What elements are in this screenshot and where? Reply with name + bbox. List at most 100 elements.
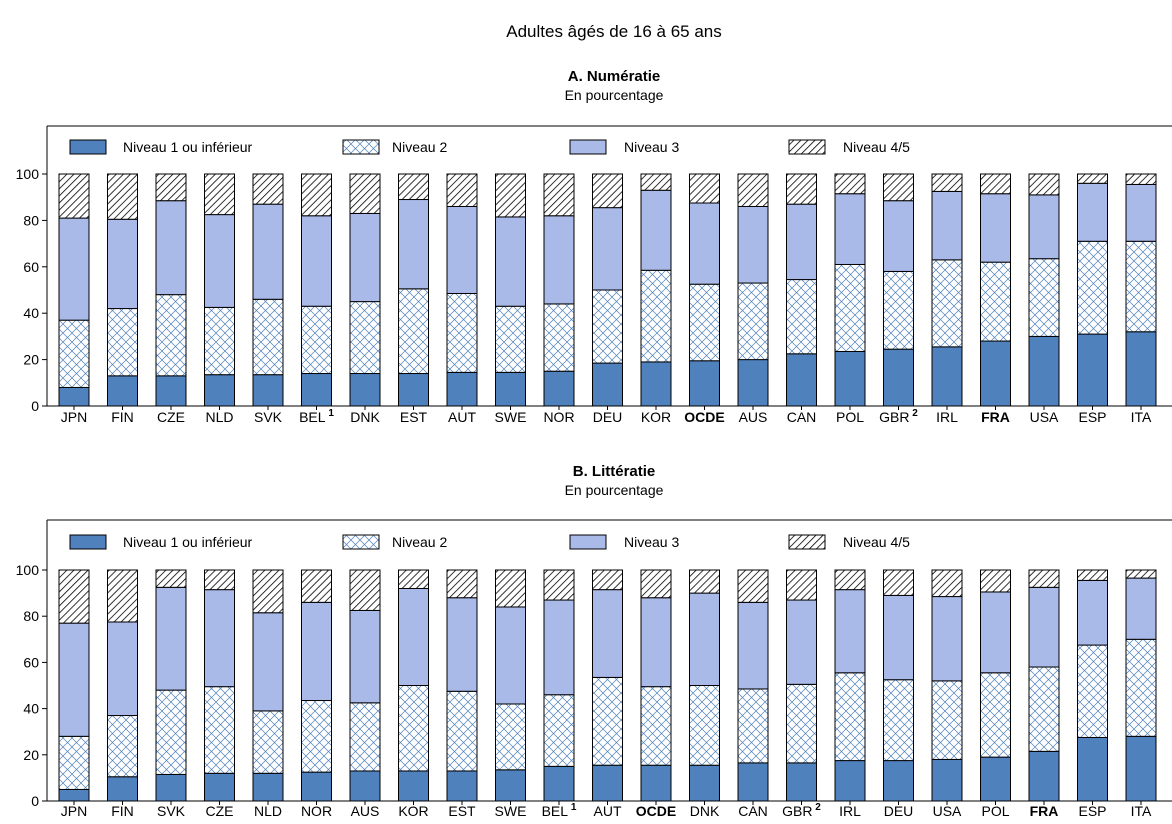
bar-segment-4: [58, 173, 90, 219]
bar-segment-3: [155, 200, 187, 296]
bar-segment-1: [931, 758, 963, 802]
bar-segment-2: [543, 303, 575, 372]
bar-segment-3: [737, 205, 769, 284]
bar-segment-3: [689, 202, 720, 285]
x-tick-label: POL: [981, 803, 1009, 819]
bar-segment-2: [689, 685, 720, 766]
x-tick-label: CAN: [738, 803, 768, 819]
bar-segment-2: [980, 261, 1011, 342]
bar-segment-3: [204, 589, 235, 688]
bar-segment-2: [204, 306, 235, 376]
bar-segment-3: [107, 621, 138, 717]
legend-swatch-3: [569, 139, 607, 155]
bar-segment-2: [1077, 644, 1108, 738]
bar-segment-3: [1028, 194, 1060, 260]
x-tick-note: 1: [568, 802, 577, 813]
bar-segment-1: [349, 770, 381, 802]
supertitle: Adultes âgés de 16 à 65 ans: [506, 22, 722, 41]
x-tick-label: IRL: [839, 803, 861, 819]
bar-segment-1: [1028, 335, 1060, 407]
bar-segment-1: [398, 770, 429, 802]
y-tick-label: 0: [31, 793, 39, 809]
x-tick-label: SWE: [495, 803, 527, 819]
bar-segment-3: [301, 601, 332, 702]
bar-segment-3: [592, 589, 623, 678]
x-tick-label: AUT: [448, 409, 476, 425]
chart-panels: A. Numératie En pourcentage Niveau 1 ou in…: [16, 68, 1172, 819]
bar-segment-4: [252, 173, 284, 205]
bar-segment-3: [1125, 577, 1157, 640]
y-tick-label: 60: [23, 259, 39, 275]
bar-segment-4: [689, 569, 720, 594]
bar-segment-1: [349, 373, 381, 407]
bar-segment-3: [640, 597, 672, 688]
bar-segment-2: [737, 282, 769, 361]
bar-segment-4: [1028, 173, 1060, 196]
bar-segment-1: [689, 360, 720, 407]
legend-swatch-2: [342, 139, 380, 155]
bar-segment-1: [543, 370, 575, 407]
bar-segment-4: [980, 569, 1011, 593]
y-tick-label: 60: [23, 654, 39, 670]
legend-label-2: Niveau 2: [392, 139, 447, 155]
bar-segment-1: [543, 765, 575, 802]
bar-segment-2: [1125, 638, 1157, 737]
x-tick-label: OCDE: [684, 409, 724, 425]
bar-segment-2: [155, 294, 187, 377]
bar-segment-3: [204, 214, 235, 308]
bar-segment-4: [640, 569, 672, 599]
bar-segment-1: [155, 375, 187, 407]
bar-segment-1: [931, 346, 963, 407]
bar-segment-4: [204, 173, 235, 216]
bar-segment-4: [689, 173, 720, 204]
x-tick-label: NOR: [543, 409, 574, 425]
bar-segment-4: [834, 173, 866, 195]
bar-segment-4: [398, 173, 429, 201]
bar-segment-1: [446, 371, 478, 407]
bar-segment-2: [737, 688, 769, 764]
bar-segment-4: [301, 569, 332, 603]
bar-segment-3: [883, 200, 914, 272]
bar-segment-3: [834, 589, 866, 674]
bar-segment-4: [640, 173, 672, 191]
bar-segment-3: [931, 596, 963, 682]
bar-segment-2: [640, 686, 672, 766]
legend-label-2: Niveau 2: [392, 534, 447, 550]
x-tick-label: KOR: [398, 803, 428, 819]
bar-segment-3: [980, 193, 1011, 263]
bar-segment-2: [446, 292, 478, 373]
bar-segment-4: [204, 569, 235, 591]
x-tick-label: AUT: [594, 803, 622, 819]
legend-swatch-1: [69, 139, 107, 155]
x-tick-label: ESP: [1078, 409, 1106, 425]
bar-segment-3: [883, 594, 914, 681]
bar-segment-1: [883, 348, 914, 407]
bar-segment-2: [1028, 258, 1060, 337]
bar-segment-4: [107, 569, 138, 623]
bar-segment-1: [1077, 736, 1108, 802]
bar-segment-1: [495, 769, 526, 802]
bar-segment-2: [786, 683, 817, 764]
x-tick-label: BEL 1: [542, 802, 577, 819]
bar-segment-4: [1077, 173, 1108, 184]
bar-segment-3: [349, 609, 381, 704]
legend-label-1: Niveau 1 ou inférieur: [123, 139, 253, 155]
bar-segment-1: [980, 756, 1011, 802]
x-tick-label: SVK: [157, 803, 186, 819]
bar-segment-3: [446, 205, 478, 294]
panel-subtitle: En pourcentage: [565, 482, 664, 498]
bar-segment-2: [834, 672, 866, 762]
panel-1: B. Littératie En pourcentage Niveau 1 ou i…: [16, 463, 1172, 819]
y-tick-label: 40: [23, 701, 39, 717]
x-tick-label: NLD: [205, 409, 233, 425]
bar-segment-2: [301, 700, 332, 773]
bar-segment-4: [931, 569, 963, 598]
bar-segment-2: [640, 269, 672, 363]
x-tick-label: FRA: [981, 409, 1010, 425]
bar-segment-3: [398, 199, 429, 290]
bar-segment-1: [640, 361, 672, 407]
bar-segment-1: [107, 776, 138, 802]
legend-swatch-3: [569, 534, 607, 550]
bar-segment-1: [786, 762, 817, 802]
